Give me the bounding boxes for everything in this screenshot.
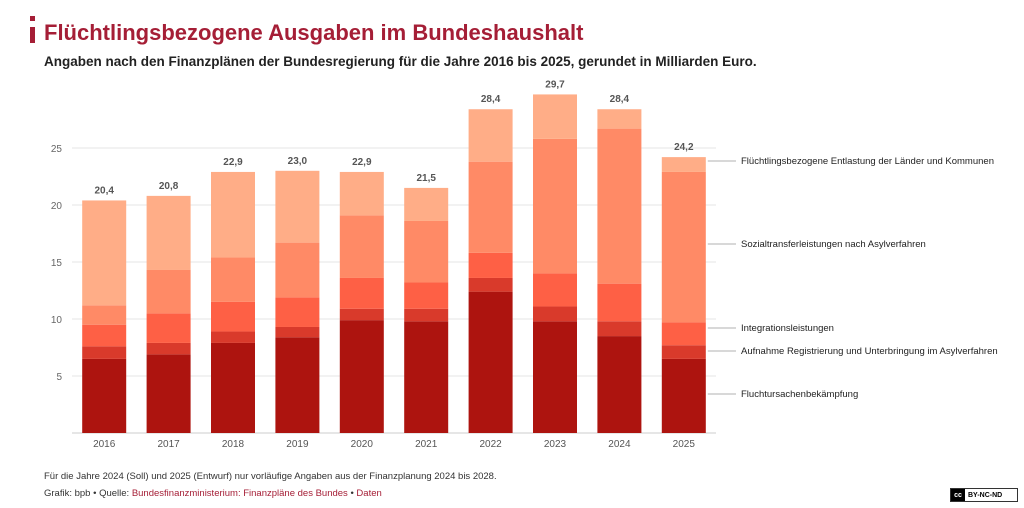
credit-prefix: Grafik: bpb • Quelle:: [44, 488, 132, 499]
bpb-logo-icon: [30, 16, 38, 46]
x-tick-label: 2022: [479, 439, 502, 450]
bar-segment: [404, 321, 449, 433]
bar-segment: [146, 342, 191, 355]
legend-label: Aufnahme Registrierung und Unterbringung…: [741, 346, 998, 357]
bar-segment: [404, 282, 449, 309]
bar-segment: [597, 109, 642, 129]
bar-segment: [275, 337, 320, 433]
bar-segment: [211, 171, 255, 258]
bar-total-label: 21,5: [416, 173, 436, 184]
bar-segment: [339, 308, 384, 321]
bar-segment: [661, 358, 706, 433]
bar-segment: [468, 252, 513, 278]
bar-total-label: 23,0: [288, 156, 308, 167]
bar-total-label: 29,7: [545, 79, 565, 90]
page-subtitle: Angaben nach den Finanzplänen der Bundes…: [44, 54, 757, 69]
bar-segment: [468, 161, 513, 253]
license-label: BY-NC-ND: [968, 491, 1003, 499]
bar-segment: [339, 277, 384, 309]
bar-segment: [82, 305, 127, 325]
bar-total-label: 28,4: [610, 94, 630, 105]
footnote: Für die Jahre 2024 (Soll) und 2025 (Entw…: [44, 471, 497, 482]
bar-total-label: 20,4: [94, 185, 114, 196]
bar-segment: [275, 170, 320, 243]
bar-segment: [597, 128, 642, 284]
bar-segment: [275, 242, 320, 298]
bar-segment: [146, 195, 191, 270]
bar-segment: [82, 358, 127, 433]
bar-total-label: 24,2: [674, 142, 694, 153]
x-tick-label: 2021: [415, 439, 438, 450]
x-tick-label: 2023: [544, 439, 567, 450]
bar-segment: [468, 291, 513, 433]
bar-segment: [211, 331, 255, 343]
bar-segment: [339, 171, 384, 216]
bar-segment: [404, 220, 449, 283]
bar-segment: [597, 283, 642, 322]
bar-segment: [533, 273, 577, 307]
credit-separator: •: [347, 488, 357, 499]
bar-segment: [533, 94, 577, 139]
bar-segment: [661, 322, 706, 346]
bar-segment: [211, 257, 255, 302]
bar-segment: [275, 326, 320, 338]
license-badge[interactable]: cc BY-NC-ND: [950, 488, 1018, 502]
y-tick-label: 25: [51, 144, 63, 155]
y-tick-label: 5: [56, 372, 62, 383]
bar-segment: [211, 301, 255, 332]
page-title: Flüchtlingsbezogene Ausgaben im Bundesha…: [44, 20, 584, 45]
bar-segment: [211, 342, 255, 433]
bar-segment: [404, 308, 449, 322]
bar-segment: [404, 187, 449, 221]
bar-segment: [661, 157, 706, 172]
x-tick-label: 2020: [351, 439, 374, 450]
credit-line: Grafik: bpb • Quelle: Bundesfinanzminist…: [44, 488, 382, 499]
bar-segment: [146, 269, 191, 314]
y-tick-label: 10: [51, 315, 63, 326]
bar-total-label: 28,4: [481, 94, 501, 105]
bar-total-label: 22,9: [352, 157, 372, 168]
x-tick-label: 2024: [608, 439, 631, 450]
legend-label: Flüchtlingsbezogene Entlastung der Lände…: [741, 156, 994, 167]
data-link[interactable]: Daten: [356, 488, 382, 499]
x-tick-label: 2016: [93, 439, 116, 450]
bar-segment: [146, 313, 191, 343]
bar-segment: [597, 336, 642, 433]
bar-segment: [468, 109, 513, 162]
bar-segment: [597, 321, 642, 337]
x-tick-label: 2017: [157, 439, 180, 450]
bar-total-label: 22,9: [223, 157, 243, 168]
bar-segment: [339, 320, 384, 433]
bar-segment: [533, 138, 577, 274]
bar-segment: [661, 345, 706, 359]
bar-segment: [275, 297, 320, 327]
bar-segment: [146, 354, 191, 433]
source-link[interactable]: Bundesfinanzministerium: Finanzpläne des…: [131, 488, 348, 499]
bar-segment: [82, 324, 127, 347]
bar-segment: [661, 171, 706, 323]
x-tick-label: 2025: [673, 439, 696, 450]
x-tick-label: 2019: [286, 439, 309, 450]
y-tick-label: 20: [51, 201, 63, 212]
bar-segment: [533, 306, 577, 322]
bar-segment: [468, 277, 513, 292]
legend-label: Sozialtransferleistungen nach Asylverfah…: [741, 239, 926, 250]
bar-segment: [82, 200, 127, 306]
legend-label: Fluchtursachenbekämpfung: [741, 389, 858, 400]
cc-icon: cc: [951, 489, 965, 501]
legend-label: Integrationsleistungen: [741, 323, 834, 334]
bar-segment: [533, 321, 577, 433]
bar-segment: [82, 346, 127, 359]
bar-segment: [339, 215, 384, 278]
y-tick-label: 15: [51, 258, 63, 269]
bar-total-label: 20,8: [159, 181, 179, 192]
x-tick-label: 2018: [222, 439, 245, 450]
